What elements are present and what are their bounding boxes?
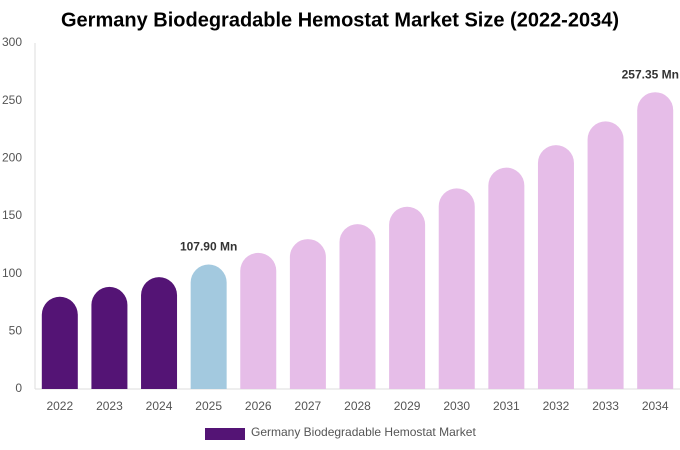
- chart-title: Germany Biodegradable Hemostat Market Si…: [61, 9, 619, 31]
- x-tick-label: 2027: [295, 399, 322, 413]
- value-label: 257.35 Mn: [622, 67, 679, 81]
- bar: [438, 188, 475, 389]
- x-tick-label: 2031: [493, 399, 520, 413]
- x-tick-label: 2034: [642, 399, 669, 413]
- legend-swatch: [205, 428, 245, 440]
- bar: [91, 286, 128, 389]
- y-tick-label: 250: [2, 93, 22, 107]
- y-tick-label: 0: [15, 381, 22, 395]
- bar: [41, 296, 78, 389]
- x-tick-label: 2028: [344, 399, 371, 413]
- bar: [637, 92, 674, 389]
- bar: [537, 145, 574, 389]
- value-label: 107.90 Mn: [180, 240, 237, 254]
- legend-label: Germany Biodegradable Hemostat Market: [251, 425, 476, 439]
- y-tick-label: 100: [2, 266, 22, 280]
- x-tick-label: 2026: [245, 399, 272, 413]
- bar: [141, 277, 178, 389]
- x-tick-label: 2024: [146, 399, 173, 413]
- bar: [488, 167, 525, 389]
- bar: [240, 252, 277, 389]
- bar: [289, 239, 326, 389]
- y-tick-label: 300: [2, 35, 22, 49]
- x-tick-label: 2033: [592, 399, 619, 413]
- x-tick-label: 2022: [46, 399, 73, 413]
- x-tick-label: 2023: [96, 399, 123, 413]
- x-tick-label: 2029: [394, 399, 421, 413]
- y-tick-label: 150: [2, 208, 22, 222]
- bar: [190, 264, 227, 389]
- bar: [339, 224, 376, 389]
- bar: [587, 121, 624, 389]
- x-tick-label: 2032: [543, 399, 570, 413]
- y-tick-label: 200: [2, 151, 22, 165]
- y-tick-label: 50: [9, 324, 23, 338]
- x-tick-label: 2030: [443, 399, 470, 413]
- bar: [389, 206, 426, 389]
- x-tick-label: 2025: [195, 399, 222, 413]
